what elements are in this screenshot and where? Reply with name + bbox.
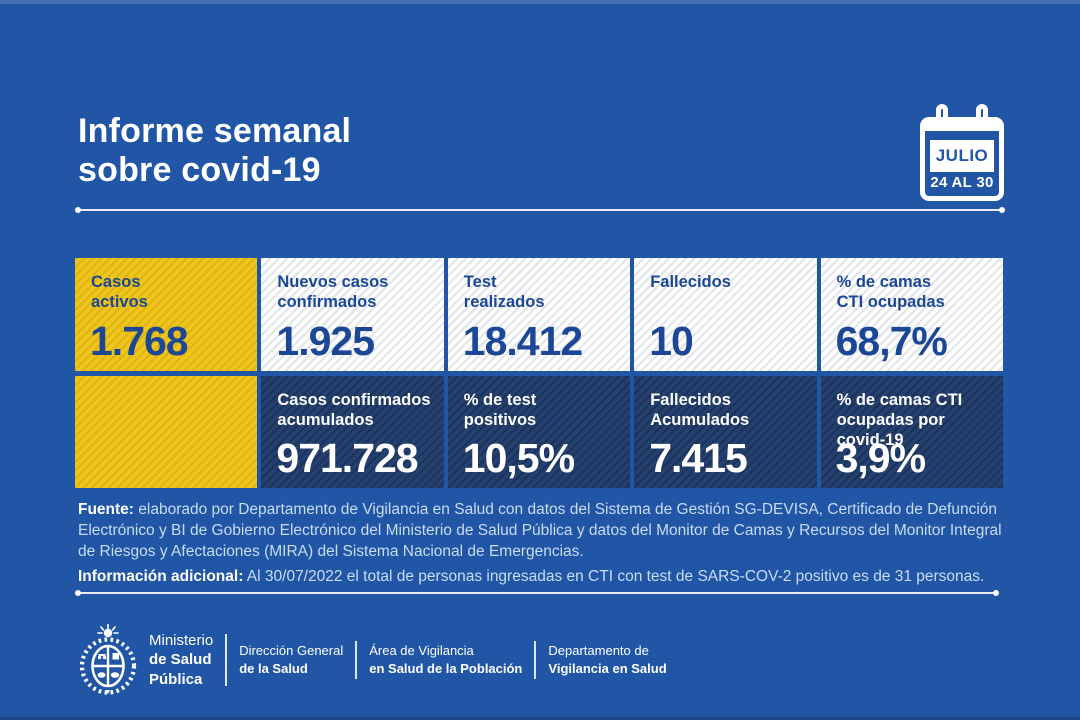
stat-card-casos-activos: Casos activos 1.768 (75, 258, 258, 371)
ministry-line: de Salud (149, 651, 212, 669)
additional-info-divider (75, 590, 999, 596)
stat-value: 7.415 (649, 435, 748, 481)
stat-card-camas-cti: % de camas CTI ocupadas 68,7% (820, 258, 1003, 371)
stat-card-fallecidos-acumulados: Fallecidos Acumulados 7.415 (634, 376, 817, 488)
stat-card-test-positivos: % de test positivos 10,5% (447, 376, 631, 488)
unit-line: en Salud de la Población (369, 661, 523, 676)
stat-card-camas-cti-covid: % de camas CTI ocupadas por covid-19 3,9… (820, 376, 1003, 488)
footer-divider (225, 634, 228, 686)
title-divider (75, 207, 1005, 213)
stat-label: Casos confirmados acumulados (277, 391, 431, 429)
footer-unit-area-vigilancia: Área de Vigilancia en Salud de la Poblac… (369, 642, 522, 677)
stat-label: % de camas CTI ocupadas por covid-19 (836, 391, 963, 449)
source-note: Fuente: elaborado por Departamento de Vi… (78, 500, 1010, 563)
stat-card-yellow-spacer (75, 376, 258, 488)
stat-card-fallecidos: Fallecidos 10 (634, 258, 817, 371)
stat-label: Casos activos (91, 273, 148, 311)
stat-value: 18.412 (462, 318, 583, 364)
unit-line: Dirección General (239, 643, 344, 659)
additional-info-label: Información adicional: (78, 568, 244, 585)
calendar-date-range: 24 AL 30 (930, 174, 994, 191)
ministry-line: Pública (149, 670, 203, 688)
ministry-logo-text: Ministerio de Salud Pública (149, 631, 213, 688)
stat-label: % de camas CTI ocupadas (836, 273, 945, 311)
source-label: Fuente: (78, 501, 134, 518)
top-accent-strip (0, 0, 1080, 4)
footer-divider (355, 641, 358, 679)
footer-unit-direccion-general: Dirección General de la Salud (239, 642, 343, 677)
stat-value: 1.925 (276, 318, 375, 364)
stat-label: Test realizados (463, 273, 545, 311)
stats-grid: Casos activos 1.768 Nuevos casos confirm… (75, 258, 1003, 488)
stat-value: 971.728 (276, 435, 418, 481)
bottom-accent-strip (0, 717, 1080, 720)
footer-divider (534, 641, 537, 679)
footer-brand-bar: Ministerio de Salud Pública Dirección Ge… (76, 624, 667, 696)
calendar-month: JULIO (930, 140, 994, 172)
ministry-line: Ministerio (149, 632, 214, 650)
stat-label: Fallecidos Acumulados (650, 391, 750, 429)
stat-value: 3,9% (835, 435, 926, 481)
stat-card-nuevos-casos: Nuevos casos confirmados 1.925 (261, 258, 444, 371)
stat-value: 1.768 (90, 318, 189, 364)
stat-card-test-realizados: Test realizados 18.412 (447, 258, 631, 371)
unit-line: Vigilancia en Salud (548, 661, 667, 676)
unit-line: de la Salud (239, 661, 308, 676)
calendar-icon: JULIO 24 AL 30 (920, 104, 1006, 204)
additional-info-note: Información adicional: Al 30/07/2022 el … (78, 567, 1010, 588)
unit-line: Área de Vigilancia (369, 643, 474, 659)
source-text: elaborado por Departamento de Vigilancia… (78, 501, 1002, 560)
stat-card-casos-acumulados: Casos confirmados acumulados 971.728 (261, 376, 444, 488)
stat-label: % de test positivos (463, 391, 537, 429)
stat-value: 10 (649, 318, 694, 364)
calendar-body: JULIO 24 AL 30 (920, 117, 1004, 201)
stat-value: 10,5% (462, 435, 575, 481)
uruguay-coat-of-arms-icon (79, 624, 137, 695)
unit-line: Departamento de (548, 643, 649, 659)
page-title: Informe semanal sobre covid-19 (78, 112, 352, 190)
stat-label: Nuevos casos confirmados (277, 273, 389, 311)
footer-unit-departamento: Departamento de Vigilancia en Salud (548, 642, 666, 677)
stat-value: 68,7% (835, 318, 948, 364)
additional-info-text: Al 30/07/2022 el total de personas ingre… (243, 568, 985, 585)
stat-label: Fallecidos (650, 273, 731, 291)
